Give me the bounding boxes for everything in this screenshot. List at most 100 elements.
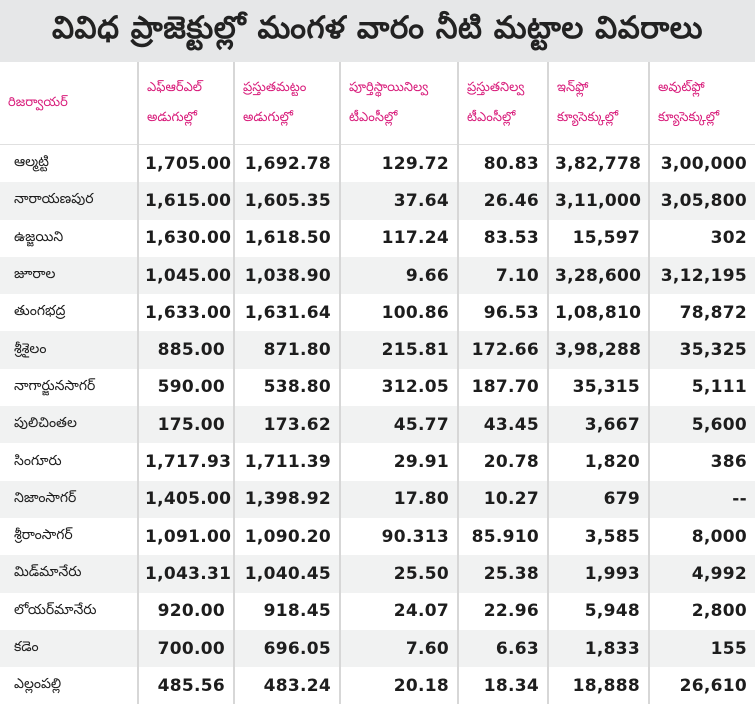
- value-cell-outflow-cusecs: 35,325: [649, 331, 755, 369]
- column-header-outflow-cusecs: అవుట్‌ఫ్లో క్యూసెక్కుల్లో: [649, 62, 755, 145]
- value-cell-frl-feet: 1,045.00: [138, 256, 235, 295]
- value-cell-inflow-cusecs: 679: [548, 480, 650, 518]
- column-header-frl-feet: ఎఫ్ఆర్ఎల్ అడుగుల్లో: [138, 62, 235, 145]
- value-cell-full-storage-tmc: 29.91: [340, 443, 459, 481]
- value-cell-frl-feet: 1,615.00: [138, 182, 235, 220]
- value-cell-current-level-feet: 173.62: [234, 406, 341, 444]
- value-cell-inflow-cusecs: 3,585: [548, 517, 650, 556]
- value-cell-full-storage-tmc: 117.24: [340, 219, 459, 257]
- value-cell-frl-feet: 920.00: [138, 592, 235, 630]
- value-cell-full-storage-tmc: 24.07: [340, 592, 459, 630]
- column-header-line2: క్యూసెక్కుల్లో: [658, 110, 720, 125]
- reservoir-name-cell: శ్రీశైలం: [0, 331, 139, 369]
- table-row: మిడ్‌మానేరు 1,043.31 1,040.45 25.50 25.38 1,9…: [0, 555, 755, 593]
- column-header-line1: ప్రస్తుతనిల్వ: [467, 80, 525, 95]
- value-cell-current-level-feet: 1,090.20: [234, 517, 341, 556]
- value-cell-current-storage-tmc: 7.10: [458, 256, 549, 295]
- column-header-line1: ప్రస్తుతమట్టం: [243, 80, 307, 95]
- value-cell-inflow-cusecs: 35,315: [548, 368, 650, 407]
- value-cell-outflow-cusecs: 155: [649, 629, 755, 668]
- reservoir-name-cell: ఉజ్జయిని: [0, 219, 139, 257]
- reservoir-name-cell: నిజాంసాగర్: [0, 480, 139, 518]
- value-cell-inflow-cusecs: 5,948: [548, 592, 650, 630]
- value-cell-full-storage-tmc: 7.60: [340, 629, 459, 668]
- value-cell-current-level-feet: 1,038.90: [234, 256, 341, 295]
- reservoir-name-cell: తుంగభద్ర: [0, 294, 139, 332]
- value-cell-full-storage-tmc: 312.05: [340, 368, 459, 407]
- value-cell-full-storage-tmc: 17.80: [340, 480, 459, 518]
- value-cell-outflow-cusecs: 26,610: [649, 667, 755, 705]
- value-cell-full-storage-tmc: 20.18: [340, 667, 459, 705]
- reservoir-name-cell: జూరాల: [0, 256, 139, 295]
- column-header-line2: అడుగుల్లో: [243, 110, 293, 125]
- table-row: లోయర్‌మానేరు 920.00 918.45 24.07 22.96 5,948 2…: [0, 592, 755, 630]
- value-cell-frl-feet: 1,717.93: [138, 443, 235, 481]
- reservoir-name-cell: ఎల్లంపల్లి: [0, 667, 139, 705]
- column-header-line1: అవుట్‌ఫ్లో: [658, 80, 705, 95]
- value-cell-frl-feet: 885.00: [138, 331, 235, 369]
- reservoir-name-cell: పులిచింతల: [0, 406, 139, 444]
- value-cell-current-level-feet: 871.80: [234, 331, 341, 369]
- value-cell-full-storage-tmc: 129.72: [340, 144, 459, 183]
- value-cell-current-storage-tmc: 80.83: [458, 144, 549, 183]
- table-row: శ్రీశైలం 885.00 871.80 215.81 172.66 3,98,288…: [0, 331, 755, 369]
- value-cell-frl-feet: 1,091.00: [138, 517, 235, 556]
- value-cell-inflow-cusecs: 1,08,810: [548, 294, 650, 332]
- reservoir-name-cell: కడెం: [0, 629, 139, 668]
- value-cell-frl-feet: 1,705.00: [138, 144, 235, 183]
- value-cell-outflow-cusecs: 3,00,000: [649, 144, 755, 183]
- reservoir-name-cell: శ్రీరాంసాగర్: [0, 517, 139, 556]
- value-cell-outflow-cusecs: 4,992: [649, 555, 755, 593]
- value-cell-frl-feet: 1,633.00: [138, 294, 235, 332]
- table-row: ఆల్మట్టి 1,705.00 1,692.78 129.72 80.83 3,82,…: [0, 144, 755, 183]
- column-header-line1: రిజర్వాయర్: [8, 95, 68, 110]
- value-cell-full-storage-tmc: 100.86: [340, 294, 459, 332]
- table-row: ఉజ్జయిని 1,630.00 1,618.50 117.24 83.53 15,59…: [0, 219, 755, 257]
- value-cell-inflow-cusecs: 18,888: [548, 667, 650, 705]
- column-header-line1: ఎఫ్ఆర్ఎల్: [147, 80, 203, 95]
- value-cell-inflow-cusecs: 3,667: [548, 406, 650, 444]
- column-header-full-storage-tmc: పూర్తిస్థాయినిల్వ టీఎంసీల్లో: [340, 62, 459, 145]
- value-cell-outflow-cusecs: 302: [649, 219, 755, 257]
- title-bar: వివిధ ప్రాజెక్టుల్లో మంగళ వారం నీటి మట్ట…: [0, 0, 755, 62]
- value-cell-current-storage-tmc: 10.27: [458, 480, 549, 518]
- table-row: నారాయణపుర 1,615.00 1,605.35 37.64 26.46 3,11,…: [0, 182, 755, 220]
- value-cell-current-level-feet: 1,398.92: [234, 480, 341, 518]
- value-cell-outflow-cusecs: 5,111: [649, 368, 755, 407]
- reservoir-name-cell: నారాయణపుర: [0, 182, 139, 220]
- value-cell-current-storage-tmc: 83.53: [458, 219, 549, 257]
- column-header-current-storage-tmc: ప్రస్తుతనిల్వ టీఎంసీల్లో: [458, 62, 549, 145]
- value-cell-current-storage-tmc: 172.66: [458, 331, 549, 369]
- column-header-line2: టీఎంసీల్లో: [349, 110, 398, 125]
- value-cell-frl-feet: 700.00: [138, 629, 235, 668]
- value-cell-current-level-feet: 483.24: [234, 667, 341, 705]
- table-row: జూరాల 1,045.00 1,038.90 9.66 7.10 3,28,600 3,1…: [0, 256, 755, 295]
- value-cell-full-storage-tmc: 9.66: [340, 256, 459, 295]
- value-cell-current-level-feet: 1,605.35: [234, 182, 341, 220]
- table-row: కడెం 700.00 696.05 7.60 6.63 1,833 155: [0, 629, 755, 668]
- value-cell-current-storage-tmc: 18.34: [458, 667, 549, 705]
- value-cell-outflow-cusecs: 3,12,195: [649, 256, 755, 295]
- page-title: వివిధ ప్రాజెక్టుల్లో మంగళ వారం నీటి మట్ట…: [51, 9, 703, 46]
- table-row: నిజాంసాగర్ 1,405.00 1,398.92 17.80 10.27 679-…: [0, 480, 755, 518]
- value-cell-current-storage-tmc: 22.96: [458, 592, 549, 630]
- value-cell-inflow-cusecs: 1,833: [548, 629, 650, 668]
- value-cell-current-level-feet: 1,040.45: [234, 555, 341, 593]
- table-row: శ్రీరాంసాగర్ 1,091.00 1,090.20 90.313 85.910…: [0, 517, 755, 556]
- value-cell-current-level-feet: 1,692.78: [234, 144, 341, 183]
- column-header-line2: క్యూసెక్కుల్లో: [557, 110, 619, 125]
- value-cell-inflow-cusecs: 3,98,288: [548, 331, 650, 369]
- reservoir-name-cell: మిడ్‌మానేరు: [0, 555, 139, 593]
- column-header-line2: అడుగుల్లో: [147, 110, 197, 125]
- value-cell-current-level-feet: 1,631.64: [234, 294, 341, 332]
- table-row: పులిచింతల 175.00 173.62 45.77 43.45 3,667 5,60…: [0, 406, 755, 444]
- value-cell-outflow-cusecs: --: [649, 480, 755, 518]
- value-cell-outflow-cusecs: 386: [649, 443, 755, 481]
- reservoir-name-cell: లోయర్‌మానేరు: [0, 592, 139, 630]
- value-cell-outflow-cusecs: 3,05,800: [649, 182, 755, 220]
- value-cell-current-storage-tmc: 26.46: [458, 182, 549, 220]
- column-header-inflow-cusecs: ఇన్‌ఫ్లో క్యూసెక్కుల్లో: [548, 62, 650, 145]
- value-cell-current-storage-tmc: 6.63: [458, 629, 549, 668]
- table-body: ఆల్మట్టి 1,705.00 1,692.78 129.72 80.83 3,82,…: [0, 144, 755, 705]
